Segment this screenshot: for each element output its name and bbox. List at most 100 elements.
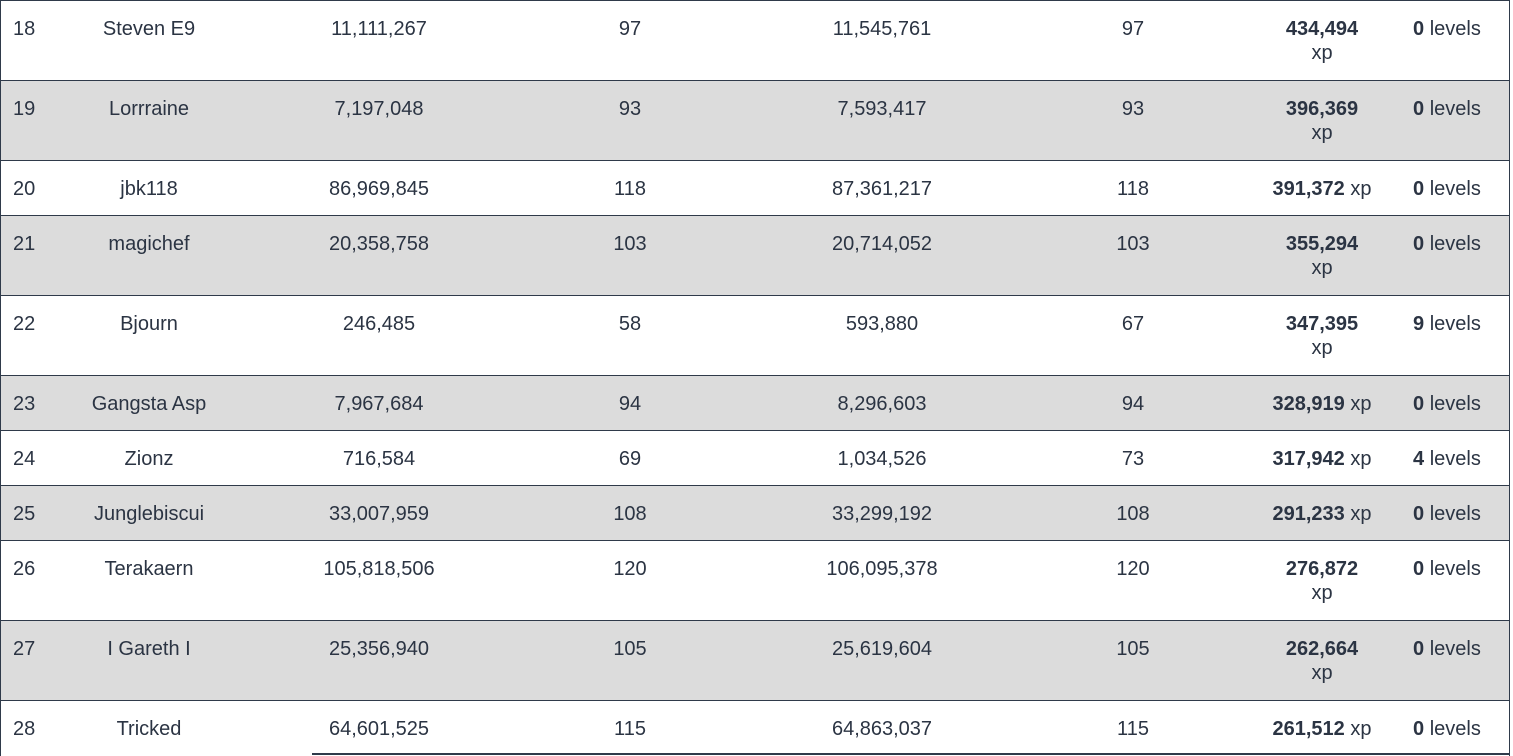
rank-cell: 19 (13, 98, 36, 120)
gained-levels-value: 0 (1413, 638, 1425, 660)
levels-unit: levels (1429, 18, 1481, 40)
levels-unit: levels (1429, 313, 1481, 335)
gained-levels-cell: 0 levels (1413, 717, 1481, 741)
gained-xp-cell: 317,942 xp (1262, 447, 1382, 471)
gained-levels-cell: 0 levels (1413, 392, 1481, 416)
start-level-cell: 97 (618, 18, 642, 40)
gained-levels-cell: 0 levels (1413, 557, 1481, 581)
start-xp-cell: 64,601,525 (328, 718, 430, 740)
gained-xp-cell: 355,294 xp (1282, 232, 1362, 280)
end-xp-cell: 593,880 (845, 313, 919, 335)
start-level-cell: 94 (618, 393, 642, 415)
end-xp-cell: 8,296,603 (837, 393, 927, 415)
gained-xp-cell: 434,494 xp (1282, 17, 1362, 65)
xp-unit: xp (1350, 178, 1372, 200)
end-level-cell: 115 (1117, 718, 1149, 740)
end-level-cell: 108 (1116, 503, 1150, 525)
levels-unit: levels (1429, 393, 1481, 415)
gained-xp-cell: 291,233 xp (1262, 502, 1382, 526)
gained-xp-value: 396,369 (1285, 98, 1359, 120)
gained-xp-value: 347,395 (1285, 313, 1359, 335)
start-xp-cell: 11,111,267 (331, 18, 427, 40)
rank-cell: 20 (13, 178, 36, 200)
end-level-cell: 118 (1117, 178, 1149, 200)
levels-unit: levels (1429, 718, 1481, 740)
player-name-cell[interactable]: Terakaern (104, 558, 194, 580)
start-xp-cell: 7,967,684 (334, 393, 424, 415)
start-level-cell: 118 (614, 178, 646, 200)
table-bottom-border (312, 753, 1510, 755)
start-level-cell: 105 (613, 638, 647, 660)
start-level-cell: 108 (613, 503, 647, 525)
gained-levels-cell: 0 levels (1413, 637, 1481, 661)
end-level-cell: 94 (1121, 393, 1145, 415)
gained-xp-value: 291,233 (1272, 503, 1345, 525)
gained-xp-cell: 391,372 xp (1262, 177, 1382, 201)
gained-levels-value: 0 (1413, 558, 1425, 580)
gained-levels-cell: 0 levels (1413, 232, 1481, 256)
levels-unit: levels (1429, 178, 1481, 200)
gained-levels-value: 0 (1413, 393, 1425, 415)
end-level-cell: 105 (1116, 638, 1150, 660)
player-name-cell[interactable]: Junglebiscui (93, 503, 205, 525)
levels-unit: levels (1429, 448, 1481, 470)
gained-levels-value: 0 (1413, 18, 1425, 40)
start-xp-cell: 246,485 (342, 313, 416, 335)
end-xp-cell: 64,863,037 (831, 718, 933, 740)
gained-levels-value: 0 (1413, 718, 1425, 740)
start-xp-cell: 33,007,959 (328, 503, 430, 525)
table-row: 21 magichef 20,358,758 103 20,714,052 10… (1, 216, 1509, 296)
end-level-cell: 67 (1121, 313, 1145, 335)
start-xp-cell: 7,197,048 (334, 98, 424, 120)
end-xp-cell: 33,299,192 (831, 503, 933, 525)
gained-levels-value: 0 (1413, 98, 1425, 120)
start-level-cell: 103 (613, 233, 647, 255)
end-xp-cell: 106,095,378 (826, 558, 938, 580)
player-name-cell[interactable]: Bjourn (120, 313, 178, 335)
gained-levels-value: 0 (1413, 233, 1425, 255)
xp-unit: xp (1311, 122, 1333, 144)
end-xp-cell: 20,714,052 (831, 233, 933, 255)
start-xp-cell: 25,356,940 (328, 638, 430, 660)
gained-xp-value: 262,664 (1285, 638, 1359, 660)
xp-unit: xp (1350, 718, 1372, 740)
player-name-cell[interactable]: Zionz (124, 448, 174, 470)
gained-xp-cell: 328,919 xp (1262, 392, 1382, 416)
levels-unit: levels (1429, 503, 1481, 525)
player-name-cell[interactable]: Lorrraine (108, 98, 190, 120)
player-name-cell[interactable]: Steven E9 (102, 18, 196, 40)
player-name-cell[interactable]: Tricked (116, 718, 182, 740)
gained-xp-cell: 262,664 xp (1282, 637, 1362, 685)
start-level-cell: 115 (614, 718, 646, 740)
end-xp-cell: 87,361,217 (831, 178, 933, 200)
start-level-cell: 58 (618, 313, 642, 335)
start-level-cell: 93 (618, 98, 642, 120)
gained-levels-cell: 0 levels (1413, 17, 1481, 41)
table-row: 20 jbk118 86,969,845 118 87,361,217 118 … (1, 161, 1509, 216)
end-level-cell: 73 (1121, 448, 1145, 470)
gained-xp-value: 276,872 (1285, 558, 1359, 580)
gained-levels-value: 0 (1413, 503, 1425, 525)
levels-unit: levels (1429, 638, 1481, 660)
xp-unit: xp (1311, 337, 1333, 359)
end-xp-cell: 7,593,417 (837, 98, 927, 120)
gained-levels-value: 0 (1413, 178, 1425, 200)
player-name-cell[interactable]: Gangsta Asp (91, 393, 207, 415)
start-xp-cell: 105,818,506 (323, 558, 435, 580)
rank-cell: 22 (13, 313, 36, 335)
end-level-cell: 120 (1116, 558, 1150, 580)
rank-cell: 26 (13, 558, 36, 580)
player-name-cell[interactable]: I Gareth I (107, 638, 191, 660)
xp-unit: xp (1350, 448, 1372, 470)
gained-levels-value: 4 (1413, 448, 1425, 470)
rank-cell: 28 (13, 718, 36, 740)
end-level-cell: 97 (1121, 18, 1145, 40)
start-xp-cell: 716,584 (342, 448, 416, 470)
player-name-cell[interactable]: jbk118 (120, 178, 178, 200)
table-row: 22 Bjourn 246,485 58 593,880 67 347,395 … (1, 296, 1509, 376)
rank-cell: 18 (13, 18, 36, 40)
table-row: 28 Tricked 64,601,525 115 64,863,037 115… (1, 701, 1509, 756)
player-name-cell[interactable]: magichef (108, 233, 190, 255)
gained-xp-value: 391,372 (1272, 178, 1345, 200)
